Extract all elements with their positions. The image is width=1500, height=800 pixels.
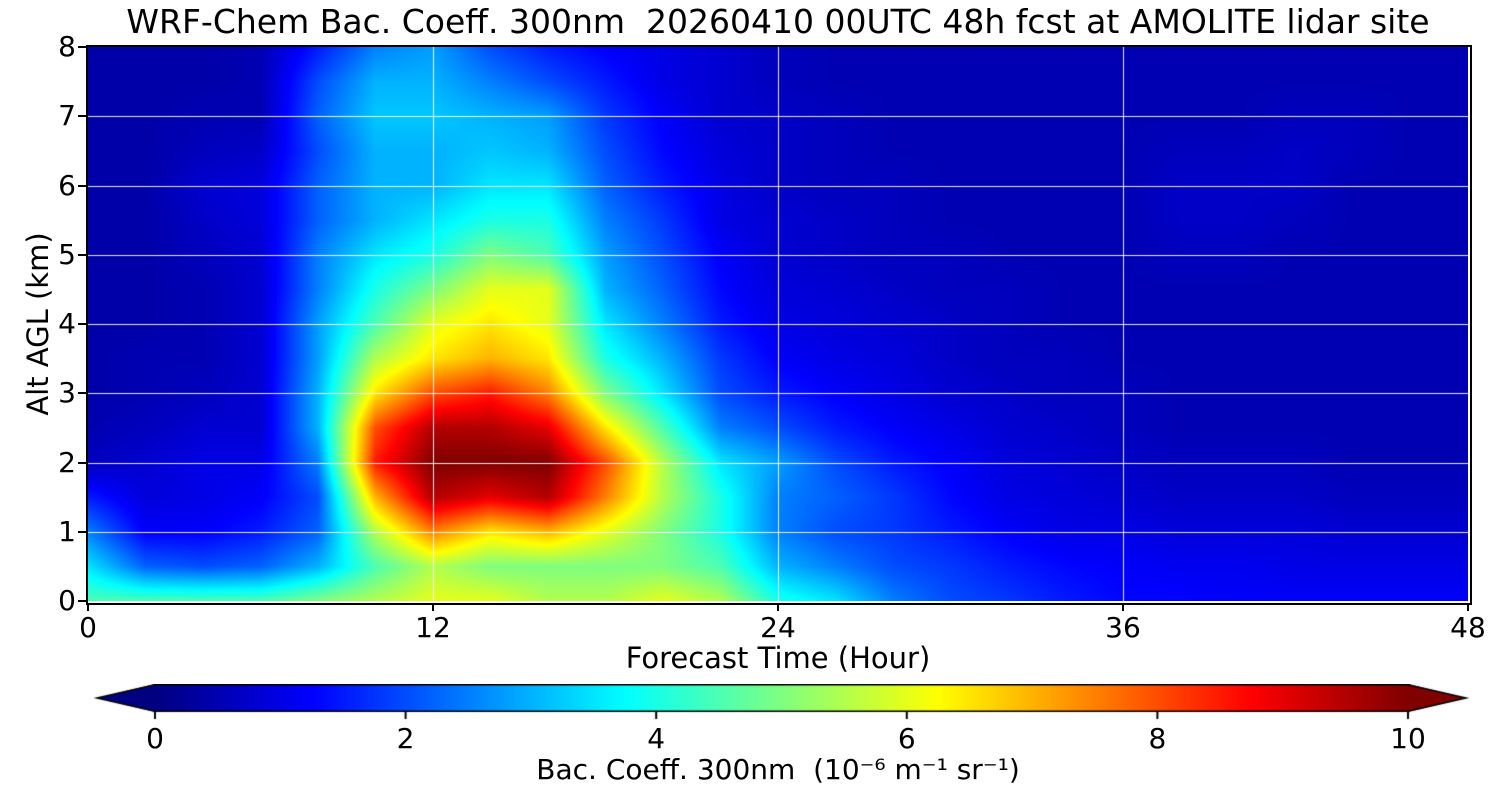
y-tick-label: 4 [58, 307, 76, 340]
y-tick-label: 6 [58, 168, 76, 202]
y-tick-label: 2 [58, 445, 76, 479]
x-tick-mark [777, 603, 779, 611]
colorbar-canvas [90, 684, 1470, 722]
y-tick-label: 3 [58, 376, 76, 410]
chart-title: WRF-Chem Bac. Coeff. 300nm 20260410 00UT… [126, 2, 1430, 41]
y-tick-mark [78, 46, 86, 48]
y-tick-mark [78, 461, 86, 464]
y-tick-mark [78, 115, 86, 118]
colorbar-label: Bac. Coeff. 300nm (10⁻⁶ m⁻¹ sr⁻¹) [536, 753, 1020, 786]
colorbar-tick-label: 8 [1148, 722, 1167, 755]
colorbar-tick-label: 2 [396, 722, 415, 755]
y-tick-mark [78, 184, 86, 187]
y-tick-mark [78, 530, 86, 533]
colorbar-tick-label: 10 [1390, 722, 1426, 755]
x-tick-mark [1122, 603, 1124, 611]
y-tick-label: 7 [58, 99, 76, 133]
x-tick-mark [87, 603, 89, 611]
colorbar-tick-label: 4 [647, 722, 666, 755]
y-tick-label: 1 [58, 514, 76, 548]
x-tick-label: 24 [760, 611, 796, 644]
y-tick-mark [78, 600, 86, 602]
y-tick-label: 8 [58, 30, 76, 63]
x-axis-label: Forecast Time (Hour) [625, 641, 931, 675]
y-tick-mark [78, 323, 86, 325]
x-tick-mark [432, 603, 434, 611]
y-tick-mark [78, 253, 86, 256]
y-tick-label: 5 [58, 237, 76, 271]
plot-frame [86, 45, 1472, 605]
y-tick-label: 0 [58, 584, 76, 617]
x-tick-label: 48 [1450, 611, 1486, 644]
heatmap-canvas [88, 47, 1468, 601]
x-tick-label: 36 [1105, 611, 1141, 644]
x-tick-mark [1467, 603, 1469, 611]
y-tick-mark [78, 392, 86, 395]
x-tick-label: 12 [415, 611, 451, 644]
colorbar-tick-label: 0 [146, 722, 164, 755]
x-tick-label: 0 [79, 611, 97, 644]
colorbar-tick-label: 6 [897, 722, 916, 755]
